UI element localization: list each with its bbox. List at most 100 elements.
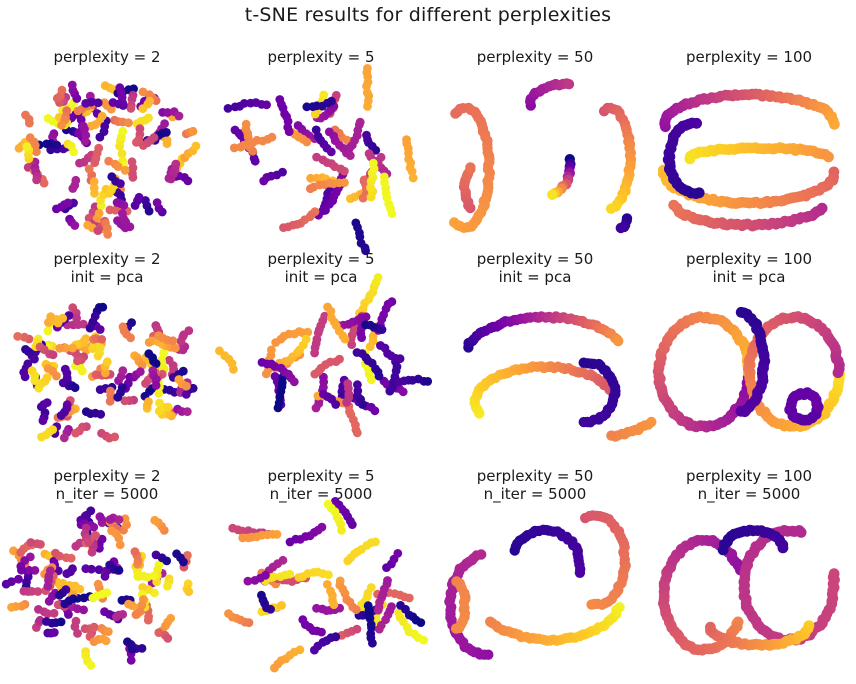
data-point	[30, 566, 40, 575]
panel-title-line: perplexity = 100	[685, 48, 813, 66]
scatter-panel	[652, 306, 846, 433]
data-point	[241, 119, 251, 129]
scatter-panel	[14, 80, 201, 239]
data-point	[376, 341, 385, 350]
point-cloud	[449, 78, 637, 234]
data-point	[172, 549, 181, 559]
data-point	[273, 403, 283, 413]
data-point	[777, 542, 789, 554]
scatter-panel	[13, 302, 198, 443]
data-point	[137, 644, 147, 653]
panel-title: perplexity = 2 init = pca	[0, 250, 214, 286]
data-point	[73, 356, 82, 366]
data-point	[55, 590, 64, 600]
data-point	[120, 166, 130, 175]
data-point	[37, 432, 46, 442]
data-point	[398, 387, 408, 397]
data-point	[14, 574, 23, 584]
data-point	[97, 335, 107, 344]
data-point	[605, 203, 617, 214]
data-point	[163, 402, 173, 412]
data-point	[96, 409, 106, 419]
data-point	[138, 583, 148, 592]
data-point	[52, 371, 61, 381]
data-point	[21, 110, 30, 120]
scatter-panel	[1, 506, 194, 670]
data-point	[368, 158, 378, 168]
data-point	[149, 571, 159, 581]
data-point	[361, 312, 371, 322]
data-point	[30, 376, 40, 385]
point-cloud	[14, 80, 201, 239]
data-point	[42, 139, 52, 149]
data-point	[351, 605, 361, 615]
data-point	[81, 564, 91, 574]
panel-title-line: perplexity = 2	[53, 467, 161, 485]
data-point	[95, 512, 105, 521]
data-point	[162, 556, 172, 566]
data-point	[230, 102, 240, 112]
data-point	[705, 621, 716, 633]
point-cloud	[658, 524, 840, 656]
data-point	[94, 565, 104, 575]
data-point	[126, 655, 136, 665]
data-point	[302, 102, 312, 112]
panel-title-line: n_iter = 5000	[269, 485, 373, 503]
data-point	[310, 109, 320, 119]
data-point	[285, 537, 295, 547]
data-point	[387, 297, 397, 307]
data-point	[144, 113, 153, 123]
data-point	[310, 369, 320, 379]
data-point	[106, 386, 115, 396]
data-point	[449, 217, 460, 228]
data-point	[270, 372, 280, 381]
data-point	[94, 208, 104, 218]
data-point	[168, 336, 178, 346]
data-point	[465, 162, 476, 173]
data-point	[39, 178, 49, 188]
data-point	[100, 81, 110, 91]
data-point	[613, 335, 624, 347]
data-point	[371, 145, 381, 155]
data-point	[358, 193, 368, 203]
data-point	[118, 322, 128, 332]
data-point	[79, 605, 88, 615]
data-point	[14, 143, 24, 153]
scatter-panel	[449, 78, 637, 234]
panel-title-line: perplexity = 100	[685, 250, 813, 268]
data-point	[145, 96, 155, 106]
data-point	[355, 117, 365, 127]
data-point	[24, 565, 33, 575]
data-point	[1, 579, 11, 589]
data-point	[62, 569, 72, 579]
data-point	[364, 149, 374, 158]
data-point	[342, 398, 351, 407]
data-point	[132, 138, 141, 147]
panel-title-line: init = pca	[284, 268, 358, 286]
data-point	[373, 273, 383, 282]
data-point	[312, 152, 321, 162]
data-point	[331, 400, 341, 409]
data-point	[184, 587, 194, 597]
data-point	[423, 377, 433, 386]
data-point	[320, 311, 330, 321]
data-point	[89, 177, 99, 187]
data-point	[311, 125, 321, 135]
data-point	[365, 342, 375, 351]
data-point	[278, 167, 287, 177]
data-point	[60, 364, 70, 374]
data-point	[319, 372, 328, 382]
data-point	[86, 506, 96, 516]
data-point	[118, 126, 128, 136]
panel-title: perplexity = 100 n_iter = 5000	[642, 467, 856, 503]
data-point	[130, 201, 140, 210]
data-point	[812, 401, 824, 413]
data-point	[362, 88, 372, 97]
data-point	[126, 104, 136, 113]
data-point	[289, 377, 299, 387]
data-point	[90, 158, 100, 168]
panel-title: perplexity = 2	[0, 48, 214, 66]
data-point	[55, 343, 65, 353]
data-point	[20, 372, 30, 382]
data-point	[330, 497, 340, 506]
